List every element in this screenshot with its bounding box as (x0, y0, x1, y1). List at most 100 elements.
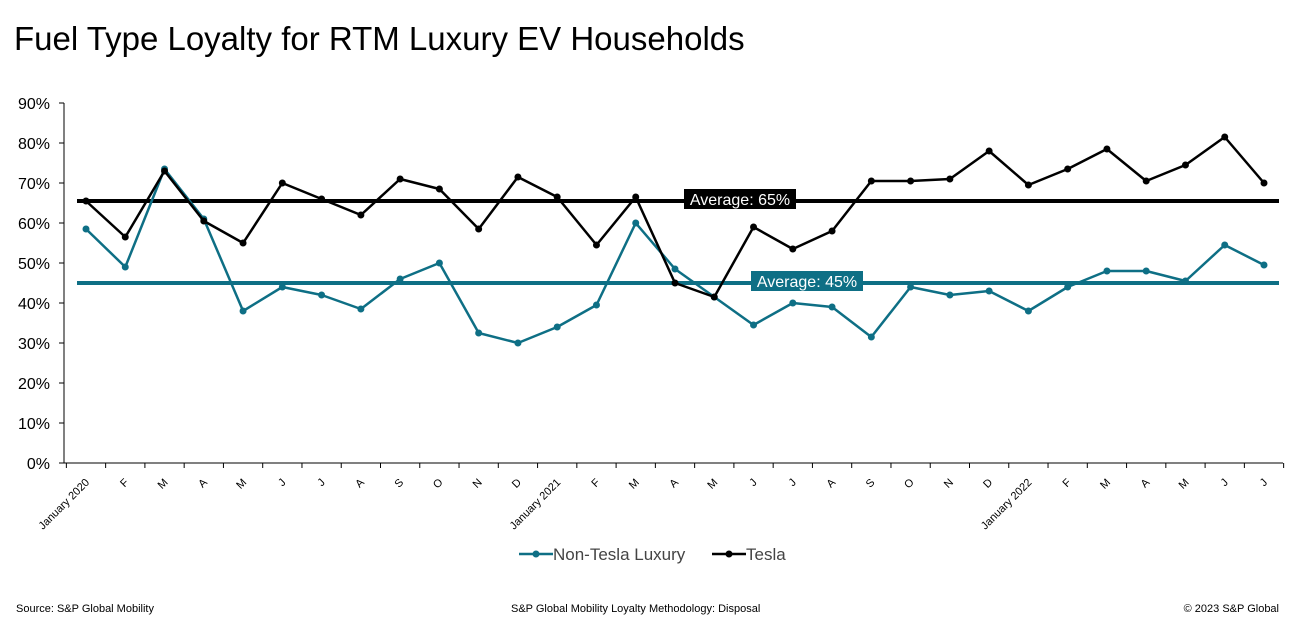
data-point (750, 223, 758, 231)
x-tick-label: F (1061, 476, 1074, 489)
data-point (278, 179, 286, 187)
x-tick-label: N (471, 477, 485, 491)
data-point (239, 239, 247, 247)
x-tick-label: A (353, 476, 367, 490)
data-point (121, 263, 129, 271)
data-point (671, 265, 679, 273)
x-tick-label: O (431, 476, 446, 491)
data-point (592, 301, 600, 309)
y-tick-label: 60% (18, 216, 50, 233)
data-point (592, 241, 600, 249)
data-point (318, 195, 326, 203)
x-tick-label: O (902, 476, 917, 491)
data-point (553, 193, 561, 201)
x-tick-label: J (276, 477, 288, 489)
data-point (82, 225, 90, 233)
data-point (1142, 267, 1150, 275)
y-tick-label: 20% (18, 376, 50, 393)
x-tick-label: N (942, 477, 956, 491)
legend-swatch-marker (532, 550, 540, 558)
data-point (161, 167, 169, 175)
x-tick-label: M (1098, 477, 1113, 492)
x-tick-label: J (787, 477, 799, 489)
average-labels: Average: 65% Average: 45% (684, 189, 863, 291)
x-tick-label: A (667, 476, 681, 490)
legend-label: Tesla (746, 545, 786, 564)
data-point (1064, 165, 1072, 173)
data-point (553, 323, 561, 331)
data-point (946, 175, 954, 183)
data-point (396, 275, 404, 283)
data-point (985, 287, 993, 295)
data-point (1103, 145, 1111, 153)
y-tick-label: 30% (18, 336, 50, 353)
data-point (671, 279, 679, 287)
y-tick-label: 0% (27, 456, 50, 473)
y-tick-label: 50% (18, 256, 50, 273)
copyright-note: © 2023 S&P Global (1183, 603, 1279, 615)
data-point (278, 283, 286, 291)
data-point (710, 293, 718, 301)
legend-swatch-marker (725, 550, 733, 558)
data-point (789, 245, 797, 253)
data-point (789, 299, 797, 307)
series-group (82, 133, 1268, 347)
data-point (632, 193, 640, 201)
y-tick-label: 80% (18, 136, 50, 153)
data-point (1024, 307, 1032, 315)
data-point (907, 177, 915, 185)
x-tick-label: A (825, 476, 839, 490)
data-point (1260, 261, 1268, 269)
x-tick-label: M (1177, 477, 1192, 492)
data-point (867, 177, 875, 185)
data-point (435, 185, 443, 193)
data-point (121, 233, 129, 241)
data-point (1064, 283, 1072, 291)
x-tick-label: S (393, 477, 407, 491)
y-tick-label: 70% (18, 176, 50, 193)
legend[interactable]: Non-Tesla Luxury Tesla (519, 545, 786, 564)
data-point (82, 197, 90, 205)
average-label: Average: 45% (757, 274, 857, 291)
average-label-box (684, 189, 796, 209)
x-tick-label: J (315, 477, 327, 489)
series-line (85, 167, 1265, 345)
y-axis-ticks: 0% 10% 20% 30% 40% 50% 60% 70% 80% 90% (18, 96, 64, 473)
x-tick-label: M (705, 477, 720, 492)
average-label-box (751, 271, 863, 291)
methodology-note: S&P Global Mobility Loyalty Methodology:… (511, 603, 761, 615)
x-tick-label: D (981, 477, 995, 491)
data-point (1142, 177, 1150, 185)
data-point (200, 217, 208, 225)
y-tick-label: 10% (18, 416, 50, 433)
data-point (1260, 179, 1268, 187)
axes (63, 103, 1283, 464)
x-tick-label: January 2020 (36, 477, 92, 533)
data-point (867, 333, 875, 341)
x-tick-label: A (1139, 476, 1153, 490)
source-note: Source: S&P Global Mobility (16, 603, 154, 615)
data-point (514, 339, 522, 347)
y-tick-label: 90% (18, 96, 50, 113)
chart-title: Fuel Type Loyalty for RTM Luxury EV Hous… (14, 20, 745, 57)
data-point (1181, 161, 1189, 169)
data-point (1181, 277, 1189, 285)
data-point (239, 307, 247, 315)
x-tick-label: M (627, 477, 642, 492)
x-tick-label: M (156, 477, 171, 492)
data-point (475, 225, 483, 233)
data-point (946, 291, 954, 299)
data-point (1221, 133, 1229, 141)
data-point (357, 305, 365, 313)
x-tick-label: F (589, 476, 602, 489)
series-line (85, 135, 1265, 299)
data-point (357, 211, 365, 219)
data-point (828, 303, 836, 311)
legend-label: Non-Tesla Luxury (553, 545, 686, 564)
data-point (1103, 267, 1111, 275)
data-point (750, 321, 758, 329)
x-tick-label: F (118, 476, 131, 489)
data-point (318, 291, 326, 299)
